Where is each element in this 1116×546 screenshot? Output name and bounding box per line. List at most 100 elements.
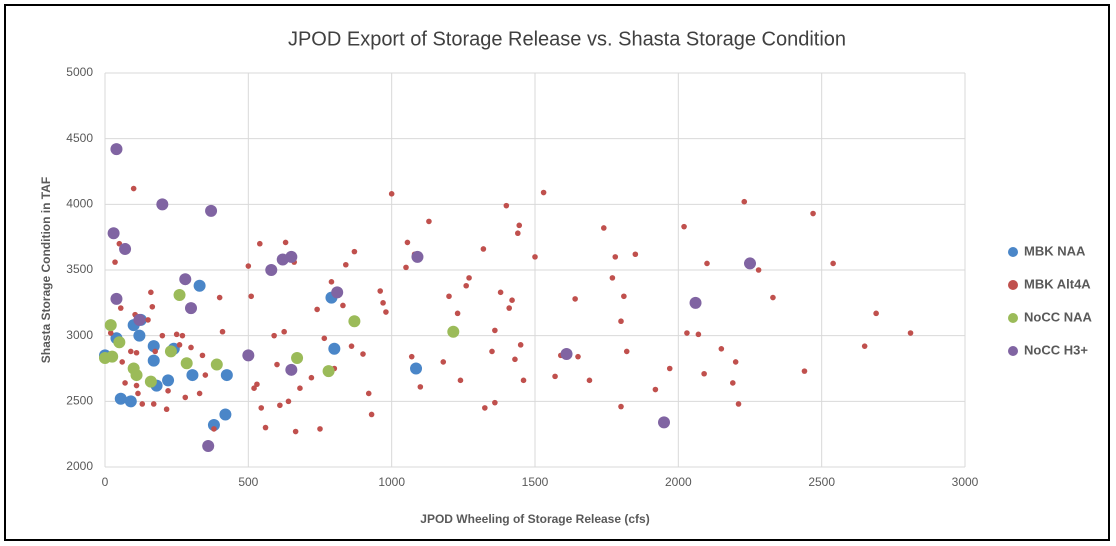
data-point: [552, 373, 558, 380]
data-point: [106, 350, 119, 363]
data-point: [173, 288, 186, 301]
data-point: [107, 227, 120, 240]
data-point: [730, 380, 736, 386]
data-point: [220, 369, 233, 382]
data-point: [159, 332, 166, 339]
data-point: [262, 424, 269, 431]
data-point: [873, 310, 879, 317]
data-point: [704, 260, 710, 267]
data-point: [164, 345, 177, 358]
data-point: [492, 327, 498, 334]
data-point: [755, 267, 762, 273]
data-point: [360, 351, 366, 357]
data-point: [503, 202, 510, 209]
data-point: [689, 296, 702, 309]
data-point: [163, 406, 170, 413]
data-point: [277, 402, 283, 409]
data-point: [618, 403, 624, 410]
data-point: [331, 286, 344, 299]
data-point: [245, 263, 252, 269]
data-point: [104, 319, 117, 332]
legend-label: MBK Alt4A: [1024, 276, 1091, 291]
data-point: [258, 405, 265, 411]
data-point: [907, 330, 914, 336]
data-point: [388, 191, 395, 197]
data-point: [321, 335, 328, 342]
data-point: [173, 331, 180, 338]
legend-marker: [1008, 346, 1018, 356]
data-point: [457, 377, 464, 384]
data-point: [139, 401, 146, 407]
data-point: [480, 246, 487, 252]
data-point: [454, 310, 461, 317]
data-point: [770, 294, 776, 301]
data-point: [248, 293, 254, 300]
data-point: [411, 250, 424, 263]
data-point: [383, 309, 389, 315]
data-point: [297, 385, 303, 392]
data-point: [492, 399, 498, 406]
data-point: [512, 356, 518, 363]
data-point: [575, 353, 581, 360]
data-point: [196, 390, 203, 397]
data-point: [149, 303, 156, 310]
data-point: [652, 386, 659, 393]
data-point: [202, 439, 215, 452]
data-point: [202, 372, 209, 378]
data-point: [609, 275, 616, 281]
data-point: [377, 288, 384, 294]
data-point: [150, 401, 157, 407]
data-point: [618, 318, 624, 325]
data-point: [489, 348, 495, 355]
data-point: [861, 343, 868, 349]
data-point: [117, 305, 124, 311]
data-point: [282, 239, 289, 246]
x-tick-label: 2000: [665, 475, 692, 489]
data-point: [572, 296, 578, 302]
data-point: [732, 359, 739, 365]
legend-label: NoCC H3+: [1024, 342, 1088, 357]
data-point: [658, 416, 670, 429]
data-point: [314, 306, 320, 313]
data-point: [119, 242, 132, 255]
data-point: [254, 381, 260, 388]
x-tick-label: 500: [238, 475, 258, 489]
data-point: [509, 297, 515, 304]
data-point: [205, 204, 218, 217]
data-point: [148, 289, 154, 296]
data-point: [124, 395, 137, 408]
data-point: [145, 317, 151, 323]
data-point: [156, 198, 169, 211]
data-point: [632, 251, 639, 258]
data-point: [340, 302, 346, 309]
data-point: [292, 428, 299, 435]
data-point: [810, 210, 816, 217]
data-point: [532, 254, 538, 260]
data-point: [242, 349, 255, 362]
legend-marker: [1008, 247, 1018, 257]
data-point: [119, 359, 125, 365]
y-tick-label: 3000: [66, 328, 93, 342]
data-point: [520, 377, 527, 384]
data-point: [368, 411, 375, 418]
data-point: [257, 240, 263, 247]
y-axis-title: Shasta Storage Condition in TAF: [39, 177, 53, 363]
data-point: [114, 392, 127, 405]
data-point: [404, 239, 411, 246]
data-point: [317, 426, 323, 432]
chart-title: JPOD Export of Storage Release vs. Shast…: [288, 28, 846, 50]
data-point: [219, 328, 226, 335]
data-point: [185, 302, 197, 315]
data-point: [684, 330, 690, 336]
chart-frame: [4, 4, 1110, 541]
data-point: [265, 264, 278, 276]
x-tick-label: 1500: [522, 475, 549, 489]
data-point: [322, 365, 335, 378]
data-point: [497, 289, 504, 296]
data-point: [152, 348, 158, 355]
data-point: [506, 305, 512, 311]
data-point: [830, 260, 836, 267]
legend-marker: [1008, 280, 1018, 290]
data-point: [540, 189, 547, 196]
data-point: [130, 369, 143, 382]
